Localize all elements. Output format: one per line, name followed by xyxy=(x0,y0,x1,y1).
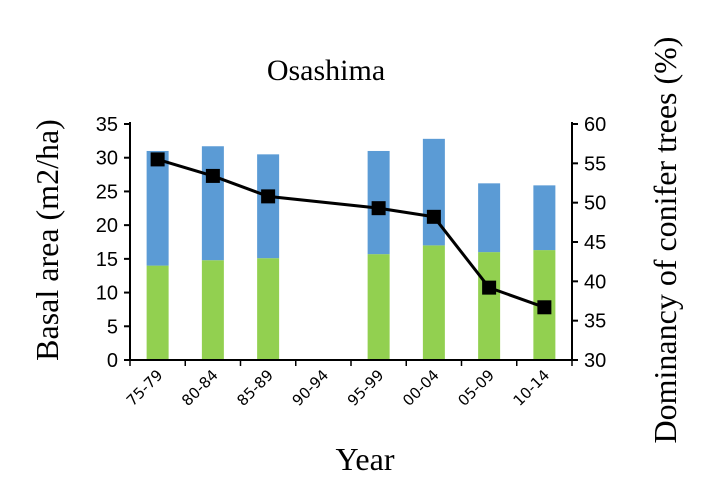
y-axis-title: Basal area (m2/ha) xyxy=(29,119,65,361)
y2-tick-label: 45 xyxy=(584,232,606,254)
bar-series2-00-04 xyxy=(422,138,445,246)
bar-series1-85-89 xyxy=(257,258,280,360)
y2-tick-label: 40 xyxy=(584,271,606,293)
line-layer xyxy=(150,152,552,315)
chart-title: Osashima xyxy=(267,54,385,87)
x-tick-label: 80-84 xyxy=(178,366,222,410)
y-tick-label: 10 xyxy=(96,283,118,305)
x-tick-label: 00-04 xyxy=(399,366,443,410)
dominancy-marker-85-89 xyxy=(261,189,276,204)
bar-series2-80-84 xyxy=(201,146,224,261)
bar-series2-75-79 xyxy=(146,150,169,266)
bar-series1-75-79 xyxy=(146,265,169,360)
dominancy-marker-95-99 xyxy=(371,201,386,216)
y2-axis-title: Dominancy of conifer trees (%) xyxy=(647,37,683,444)
y-tick-label: 0 xyxy=(107,350,118,372)
x-tick-label: 90-94 xyxy=(289,366,333,410)
x-tick-label: 85-89 xyxy=(233,366,277,410)
axes-layer: 0 5 10 15 20 25 30 35 30 35 40 45 50 55 60 75-79 80-84 85… xyxy=(96,114,607,410)
bar-series2-05-09 xyxy=(478,183,501,253)
y2-tick-label: 60 xyxy=(584,114,606,136)
y-tick-label: 5 xyxy=(107,316,118,338)
dominancy-marker-05-09 xyxy=(482,280,497,295)
bar-layer xyxy=(146,138,556,360)
bar-series1-95-99 xyxy=(367,254,390,360)
y-tick-label: 35 xyxy=(96,114,118,136)
bar-series1-05-09 xyxy=(478,252,501,360)
bar-series2-10-14 xyxy=(533,185,556,251)
y2-tick-label: 35 xyxy=(584,311,606,333)
dominancy-marker-75-79 xyxy=(150,152,165,167)
x-axis-title: Year xyxy=(336,441,395,477)
x-tick-label: 95-99 xyxy=(344,366,388,410)
dominancy-marker-80-84 xyxy=(205,168,220,183)
dominancy-marker-10-14 xyxy=(537,300,552,315)
y2-tick-label: 50 xyxy=(584,193,606,215)
y2-tick-label: 55 xyxy=(584,153,606,175)
y-tick-label: 20 xyxy=(96,215,118,237)
dominancy-marker-00-04 xyxy=(426,209,441,224)
y-tick-label: 15 xyxy=(96,249,118,271)
y2-tick-label: 30 xyxy=(584,350,606,372)
x-tick-label: 10-14 xyxy=(510,366,554,410)
x-tick-label: 05-09 xyxy=(454,366,498,410)
x-tick-label: 75-79 xyxy=(123,366,167,410)
y-tick-label: 25 xyxy=(96,181,118,203)
bar-series2-85-89 xyxy=(257,154,280,259)
y-tick-label: 30 xyxy=(96,148,118,170)
bar-series1-00-04 xyxy=(422,245,445,360)
bar-series1-80-84 xyxy=(201,260,224,360)
